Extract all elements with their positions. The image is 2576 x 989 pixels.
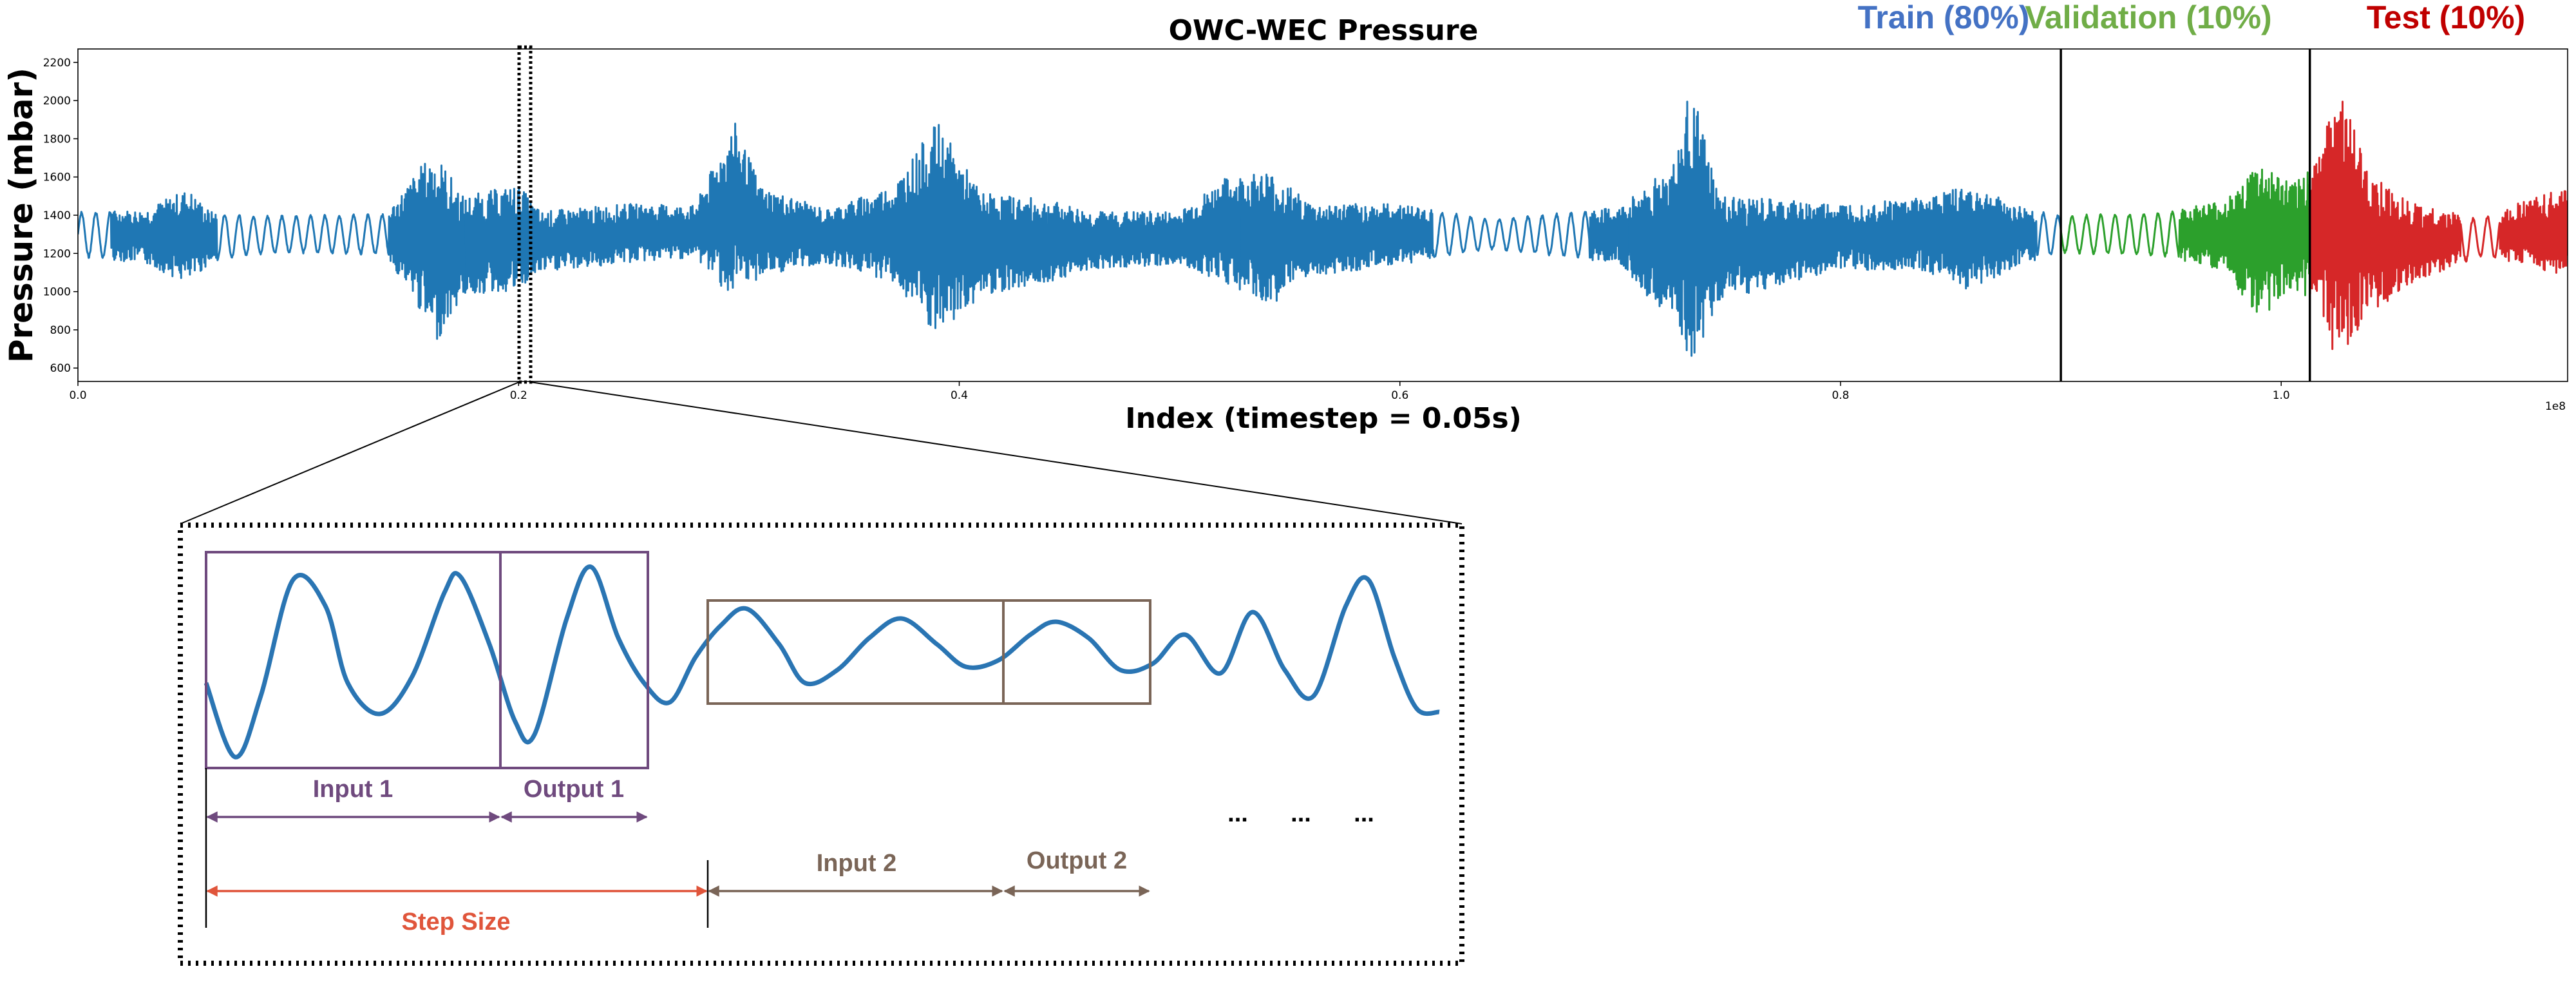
validation-split-label: Validation (10%) (2025, 0, 2271, 35)
x-tick-label-5: 1.0 (2273, 389, 2290, 402)
zoom-connector-left (180, 381, 520, 524)
x-tick-label-1: 0.2 (510, 389, 527, 402)
y-tick-label-4: 1400 (43, 209, 71, 222)
pressure-series-segment-5 (1046, 178, 1242, 291)
test-split-label: Test (10%) (2367, 0, 2525, 35)
x-tick-label-3: 0.6 (1391, 389, 1408, 402)
output-2-label: Output 2 (1027, 847, 1127, 874)
step-size-label: Step Size (402, 908, 511, 936)
x-offset-label: 1e8 (2545, 400, 2566, 413)
pressure-series-segment-14 (2502, 190, 2568, 274)
y-tick-label-1: 800 (50, 324, 71, 337)
pressure-series-segment-2 (464, 186, 661, 294)
y-tick-label-6: 1800 (43, 133, 71, 146)
pressure-series-segment-4 (852, 124, 1048, 329)
train-split-label: Train (80%) (1858, 0, 2030, 35)
y-tick-label-3: 1200 (43, 247, 71, 260)
zoom-connector-right (530, 381, 1463, 524)
pressure-series-segment-1 (270, 162, 467, 340)
y-tick-label-8: 2200 (43, 57, 71, 70)
pressure-series-segment-0 (78, 192, 273, 279)
inset-wave (204, 564, 1440, 760)
y-tick-label-7: 2000 (43, 95, 71, 108)
x-tick-label-4: 0.8 (1832, 389, 1849, 402)
ellipsis-2: ... (1291, 800, 1311, 827)
pressure-series-segment-12 (2253, 168, 2311, 313)
plot-area (78, 101, 2568, 357)
zoom-window (517, 45, 533, 384)
window-2-box (706, 599, 1151, 705)
pressure-series-segment-13 (2308, 101, 2505, 350)
inset-frame (178, 523, 1464, 966)
pressure-series-segment-6 (1240, 173, 1436, 302)
pressure-series-segment-7 (1434, 206, 1631, 271)
y-axis-label: Pressure (mbar) (3, 68, 40, 363)
y-tick-label-5: 1600 (43, 171, 71, 184)
chart-title: OWC-WEC Pressure (1169, 14, 1479, 47)
pressure-series-segment-11 (2059, 171, 2255, 308)
pressure-series-segment-8 (1628, 101, 1824, 357)
pressure-series-segment-9 (1822, 188, 2018, 290)
x-tick-label-2: 0.4 (951, 389, 968, 402)
input-1-label: Input 1 (313, 776, 393, 803)
window-1-box (205, 551, 649, 769)
pressure-series-segment-3 (658, 122, 855, 291)
pressure-series-segment-10 (2016, 206, 2061, 265)
ellipsis-3: ... (1354, 800, 1374, 827)
y-tick-label-2: 1000 (43, 286, 71, 299)
x-tick-label-0: 0.0 (69, 389, 86, 402)
input-2-label: Input 2 (817, 850, 897, 877)
y-tick-label-0: 600 (50, 362, 71, 375)
x-axis-label: Index (timestep = 0.05s) (1125, 402, 1522, 435)
output-1-label: Output 1 (524, 776, 624, 803)
ellipsis-1: ... (1227, 800, 1248, 827)
